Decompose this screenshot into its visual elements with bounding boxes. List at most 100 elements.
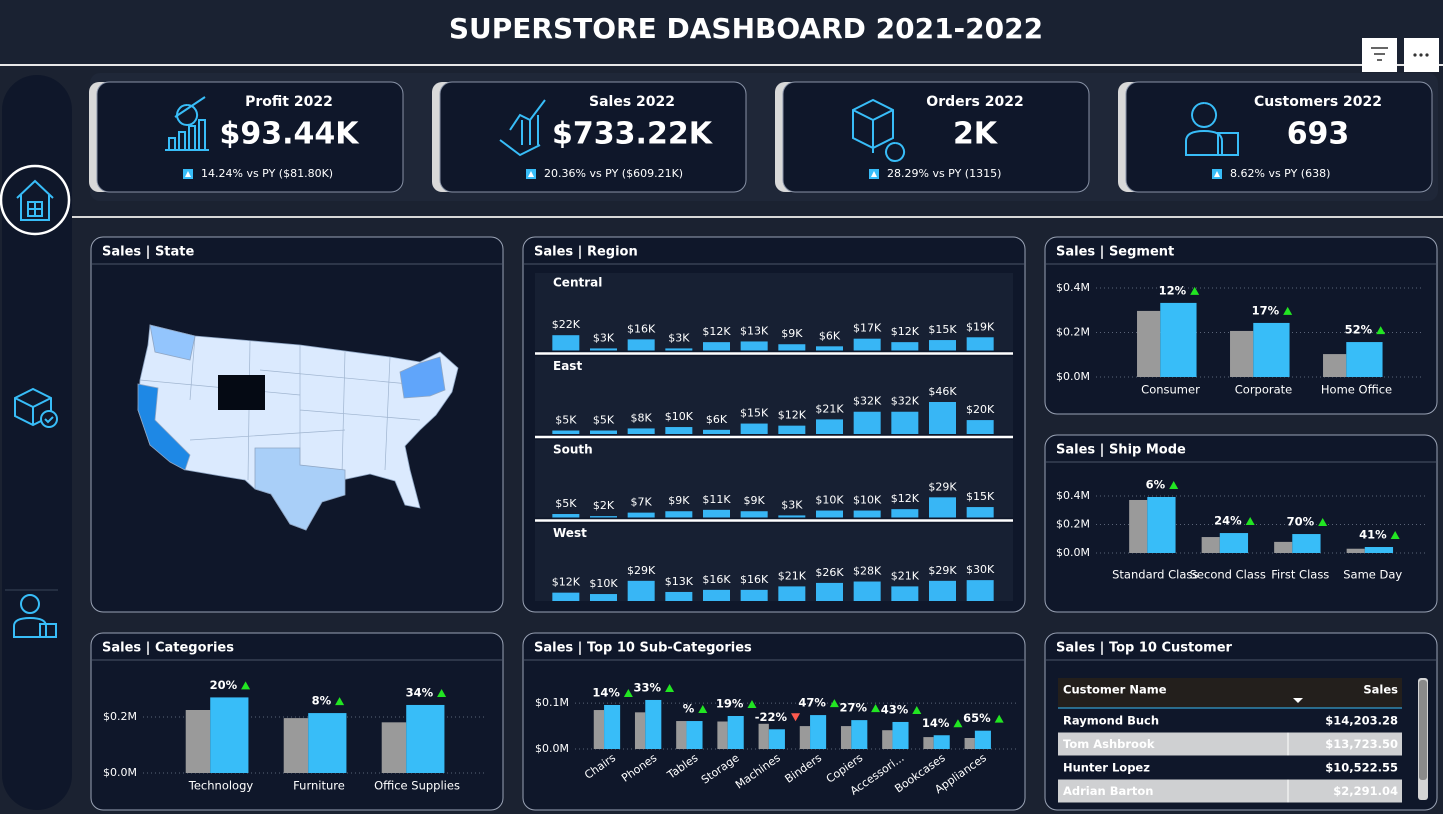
region-name: Central xyxy=(553,276,602,290)
bar xyxy=(727,716,744,749)
value-label: $3K xyxy=(668,331,690,344)
bar xyxy=(882,730,893,749)
filter-box[interactable] xyxy=(1362,38,1397,72)
bar xyxy=(840,726,852,749)
home-ring[interactable] xyxy=(0,164,71,236)
orders-nav[interactable] xyxy=(14,387,58,428)
check-circle xyxy=(40,410,58,428)
bar xyxy=(703,589,730,601)
kpi-icon xyxy=(852,98,906,162)
panel-title: Sales | Categories xyxy=(102,641,234,656)
kpi-label: Sales 2022 xyxy=(589,94,675,110)
bar xyxy=(185,710,211,773)
growth-arrow xyxy=(912,705,922,714)
bar xyxy=(929,402,956,434)
bar xyxy=(778,344,806,351)
dot xyxy=(1419,53,1423,57)
bar xyxy=(381,722,407,773)
filter-button[interactable] xyxy=(1362,38,1397,72)
bar xyxy=(552,592,580,601)
value-label: $3K xyxy=(781,498,803,511)
customer-table: Customer Name Sales Raymond Buch $14,203.28… xyxy=(1058,678,1428,803)
cell: Raymond Buch xyxy=(1063,714,1159,728)
growth-arrow xyxy=(437,688,447,697)
bar xyxy=(1160,302,1197,377)
kpi-value: 2K xyxy=(953,117,999,152)
bar xyxy=(1147,496,1176,553)
bar xyxy=(816,346,843,351)
bar xyxy=(768,729,785,749)
kpi-card xyxy=(782,81,1090,193)
value-label: $6K xyxy=(706,413,728,426)
x-tick-label: Office Supplies xyxy=(374,779,460,793)
growth-label: 20% xyxy=(210,678,238,692)
cell: $13,723.50 xyxy=(1325,737,1398,751)
x-tick-label: Consumer xyxy=(1141,383,1200,397)
kpi-label: Profit 2022 xyxy=(245,94,333,110)
person-head[interactable] xyxy=(20,594,40,614)
more-button[interactable] xyxy=(1404,38,1439,72)
bar xyxy=(665,348,693,351)
kpi-card xyxy=(439,81,747,193)
home-nav[interactable] xyxy=(0,164,71,236)
growth-label: 70% xyxy=(1287,515,1315,529)
bar xyxy=(590,430,617,434)
bar xyxy=(966,580,994,601)
bar xyxy=(853,581,881,601)
value-label: $12K xyxy=(702,325,731,338)
value-label: $10K xyxy=(815,494,844,507)
bar xyxy=(778,586,806,601)
value-label: $29K xyxy=(627,564,656,577)
growth-label: 33% xyxy=(634,680,662,694)
growth-arrow xyxy=(747,700,757,708)
us-map xyxy=(137,324,459,531)
state-ca xyxy=(137,383,191,471)
x-tick-label: Technology xyxy=(188,779,254,793)
panel xyxy=(522,632,1026,811)
customers-nav[interactable] xyxy=(5,589,58,638)
kpi-comparison: 28.29% vs PY (1315) xyxy=(887,167,1001,180)
cell: Hunter Lopez xyxy=(1063,761,1150,775)
cell: Tom Ashbrook xyxy=(1063,737,1155,751)
growth-arrow xyxy=(1376,326,1386,335)
bar xyxy=(851,720,868,749)
kpi-comparison: 14.24% vs PY ($81.80K) xyxy=(201,167,333,180)
growth-arrow xyxy=(1318,518,1328,527)
bar xyxy=(1323,354,1347,377)
kpi-card xyxy=(96,81,404,193)
scrollbar-thumb[interactable] xyxy=(1419,680,1427,780)
bar xyxy=(593,710,605,749)
y-tick-label: $0.2M xyxy=(1056,326,1090,339)
growth-label: 47% xyxy=(798,696,826,710)
value-label: $12K xyxy=(778,409,807,422)
kpi-comparison: 20.36% vs PY ($609.21K) xyxy=(544,167,683,180)
growth-label: 6% xyxy=(1146,477,1166,491)
value-label: $16K xyxy=(702,573,731,586)
panel-title: Sales | State xyxy=(102,245,195,260)
bar xyxy=(627,512,655,518)
bar xyxy=(778,515,806,518)
value-label: $9K xyxy=(781,327,803,340)
region-name: West xyxy=(553,526,587,540)
bar xyxy=(1129,499,1148,553)
growth-label: 24% xyxy=(1214,514,1242,528)
kpi-band xyxy=(90,73,1438,201)
bar xyxy=(966,507,994,518)
bar xyxy=(816,510,843,518)
bar xyxy=(853,338,881,351)
cell: $2,291.04 xyxy=(1333,784,1398,798)
bar xyxy=(627,580,655,601)
value-label: $17K xyxy=(853,322,882,335)
table-row xyxy=(1058,709,1402,732)
bar xyxy=(923,737,934,749)
bar xyxy=(665,591,693,601)
bar xyxy=(1346,342,1383,377)
sidebar xyxy=(2,75,72,810)
kpi-icon xyxy=(165,96,209,151)
bar xyxy=(1253,322,1290,377)
value-label: $19K xyxy=(966,320,995,333)
growth-label: 43% xyxy=(881,702,909,716)
y-tick-label: $0.4M xyxy=(1056,281,1090,294)
bar xyxy=(1219,533,1249,553)
x-tick-label: First Class xyxy=(1271,568,1329,582)
